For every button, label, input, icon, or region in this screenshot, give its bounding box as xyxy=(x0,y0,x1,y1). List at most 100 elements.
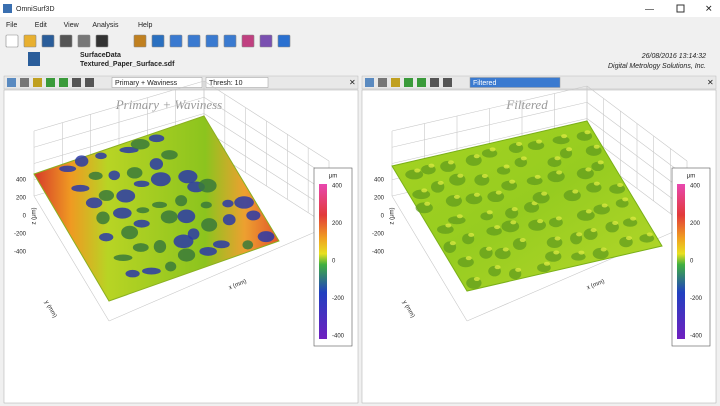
tool-button[interactable] xyxy=(205,34,219,48)
surface-valley xyxy=(149,158,164,170)
tool-button[interactable] xyxy=(277,34,291,48)
panel-tool-button[interactable] xyxy=(365,78,374,87)
menu-item[interactable]: File xyxy=(6,22,17,29)
surface-peak xyxy=(566,147,573,152)
surface-peak xyxy=(457,173,464,178)
colorbar-unit: μm xyxy=(687,174,695,180)
panel-tool-button[interactable] xyxy=(391,78,400,87)
surface-valley xyxy=(130,139,150,150)
surface-valley xyxy=(234,196,254,209)
surface-peak xyxy=(447,160,454,165)
surface-valley xyxy=(133,219,150,228)
surface-peak xyxy=(617,183,624,188)
panel-tool-button[interactable] xyxy=(85,78,94,87)
tool-button[interactable] xyxy=(241,34,255,48)
grid-line xyxy=(391,101,588,148)
surface-peak xyxy=(554,236,561,241)
panel-tool-button[interactable] xyxy=(46,78,55,87)
surface-peak xyxy=(473,154,480,159)
surface-valley xyxy=(108,170,120,181)
colorbar xyxy=(319,184,327,339)
grid-line xyxy=(203,80,330,162)
surface-valley xyxy=(59,165,77,173)
surface-peak xyxy=(495,190,502,195)
surface-bump xyxy=(576,210,595,221)
panel-tool-button[interactable] xyxy=(33,78,42,87)
tool-button[interactable] xyxy=(223,34,237,48)
menu-item[interactable]: View xyxy=(64,22,80,29)
tool-button[interactable] xyxy=(59,34,73,48)
surface-peak xyxy=(502,247,509,252)
tool-button[interactable] xyxy=(23,34,37,48)
close-button[interactable]: ✕ xyxy=(705,3,713,13)
tool-button[interactable] xyxy=(133,34,147,48)
surface-peak xyxy=(556,170,563,175)
info-label: SurfaceData xyxy=(80,52,121,59)
surface-peak xyxy=(511,207,518,212)
panel-close[interactable]: ✕ xyxy=(349,78,356,87)
panel-tool-button[interactable] xyxy=(7,78,16,87)
panels: Primary + Waviness Thresh: 10 ✕ Primary + W… xyxy=(3,75,717,404)
surface-peak xyxy=(473,277,480,282)
surface-bump xyxy=(563,189,581,202)
tool-button[interactable] xyxy=(95,34,109,48)
panel-tool-button[interactable] xyxy=(378,78,387,87)
panel-tool-button[interactable] xyxy=(404,78,413,87)
maximize-button[interactable] xyxy=(676,4,685,13)
surface-bump xyxy=(415,202,433,214)
tool-button[interactable] xyxy=(259,34,273,48)
z-tick-label: 400 xyxy=(16,178,27,184)
menu-item[interactable]: Help xyxy=(138,22,153,29)
grid-line xyxy=(586,102,688,178)
surface-peak xyxy=(481,174,488,179)
panel-tool-button[interactable] xyxy=(20,78,29,87)
info-date: 26/08/2016 13:14:32 xyxy=(641,53,706,60)
grid-line xyxy=(33,113,205,164)
panel-close[interactable]: ✕ xyxy=(707,78,714,87)
view-dropdown[interactable] xyxy=(111,77,203,88)
tool-button[interactable] xyxy=(187,34,201,48)
surface-peak xyxy=(561,134,568,139)
surface-peak xyxy=(537,219,544,224)
surface-valley xyxy=(199,246,217,256)
z-tick-label: 0 xyxy=(23,214,27,220)
surface-valley xyxy=(125,269,140,278)
minimize-button[interactable]: — xyxy=(645,3,654,13)
surface-peak xyxy=(534,174,541,179)
info-file: Textured_Paper_Surface.sdf xyxy=(80,61,175,68)
surface-peak xyxy=(555,216,562,221)
tool-button[interactable] xyxy=(77,34,91,48)
z-tick-label: -400 xyxy=(14,250,27,256)
menu-item[interactable]: Analysis xyxy=(92,22,119,29)
view-dropdown-label: Filtered xyxy=(473,80,496,87)
panel-tool-button[interactable] xyxy=(443,78,452,87)
plot-title: Primary + Waviness xyxy=(115,97,223,112)
plot-title: Filtered xyxy=(505,97,548,112)
grid-line xyxy=(391,85,588,132)
grid-line xyxy=(586,85,688,162)
surface-peak xyxy=(554,156,561,161)
menu-item[interactable]: Edit xyxy=(35,22,47,29)
view-dropdown[interactable] xyxy=(469,77,561,88)
tool-button[interactable] xyxy=(151,34,165,48)
surface-peak xyxy=(485,246,492,251)
panel-tool-button[interactable] xyxy=(430,78,439,87)
panel-tool-button[interactable] xyxy=(72,78,81,87)
surface-peak xyxy=(494,225,501,230)
tool-button[interactable] xyxy=(5,34,19,48)
surface-bump xyxy=(528,219,547,231)
surface-peak xyxy=(590,228,597,233)
surface-peak xyxy=(503,164,510,169)
tool-button[interactable] xyxy=(169,34,183,48)
colorbar-tick-label: 0 xyxy=(332,259,336,265)
surface-valley xyxy=(177,209,196,224)
panel-tool-button[interactable] xyxy=(59,78,68,87)
surface-valley xyxy=(85,197,103,209)
surface-peak xyxy=(414,168,421,173)
surface-peak xyxy=(553,250,560,255)
panel-tool-button[interactable] xyxy=(417,78,426,87)
tool-button[interactable] xyxy=(41,34,55,48)
colorbar-tick-label: -400 xyxy=(332,334,345,340)
surface-peak xyxy=(585,167,592,172)
